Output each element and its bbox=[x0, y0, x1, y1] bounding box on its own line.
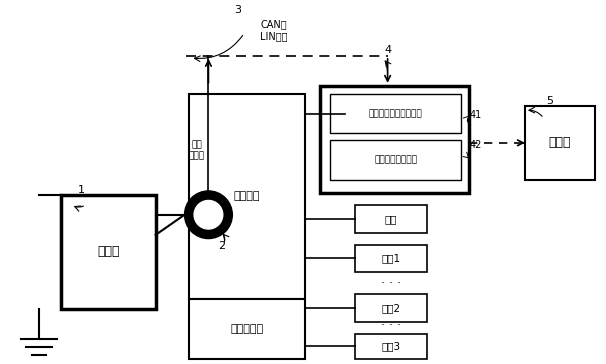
Text: 3: 3 bbox=[235, 5, 241, 15]
Text: 仪表: 仪表 bbox=[385, 214, 398, 224]
Text: 其它1: 其它1 bbox=[382, 253, 401, 264]
Text: 42: 42 bbox=[469, 140, 482, 150]
Text: 5: 5 bbox=[546, 96, 553, 106]
Text: 其它2: 其它2 bbox=[382, 303, 401, 313]
Text: 2: 2 bbox=[218, 241, 225, 252]
Text: 4: 4 bbox=[385, 45, 391, 55]
Bar bbox=[330, 140, 461, 180]
Bar bbox=[320, 86, 469, 193]
Text: 41: 41 bbox=[469, 111, 482, 120]
Bar bbox=[188, 299, 305, 359]
Bar bbox=[355, 245, 427, 272]
Text: 非常电系统: 非常电系统 bbox=[230, 324, 264, 334]
Text: 常电系统: 常电系统 bbox=[233, 191, 260, 201]
Bar bbox=[330, 94, 461, 133]
Bar bbox=[188, 94, 305, 299]
Text: · · ·: · · · bbox=[381, 277, 401, 290]
Text: 营成离值判断模块: 营成离值判断模块 bbox=[374, 156, 417, 165]
Bar bbox=[355, 334, 427, 359]
Bar bbox=[355, 205, 427, 233]
Circle shape bbox=[194, 201, 223, 229]
Text: 电流
传感器: 电流 传感器 bbox=[188, 141, 205, 160]
Text: CAN或
LIN网络: CAN或 LIN网络 bbox=[260, 19, 288, 41]
Text: 静态电流变频采样模块: 静态电流变频采样模块 bbox=[368, 109, 422, 118]
Bar bbox=[355, 294, 427, 322]
Bar bbox=[61, 195, 156, 309]
Text: 1: 1 bbox=[78, 185, 84, 195]
Text: 蓄电池: 蓄电池 bbox=[97, 245, 119, 258]
Bar bbox=[525, 106, 594, 180]
Circle shape bbox=[185, 191, 232, 238]
Text: 其它3: 其它3 bbox=[382, 341, 401, 351]
Text: · · ·: · · · bbox=[381, 319, 401, 332]
Text: 报警器: 报警器 bbox=[548, 136, 571, 149]
